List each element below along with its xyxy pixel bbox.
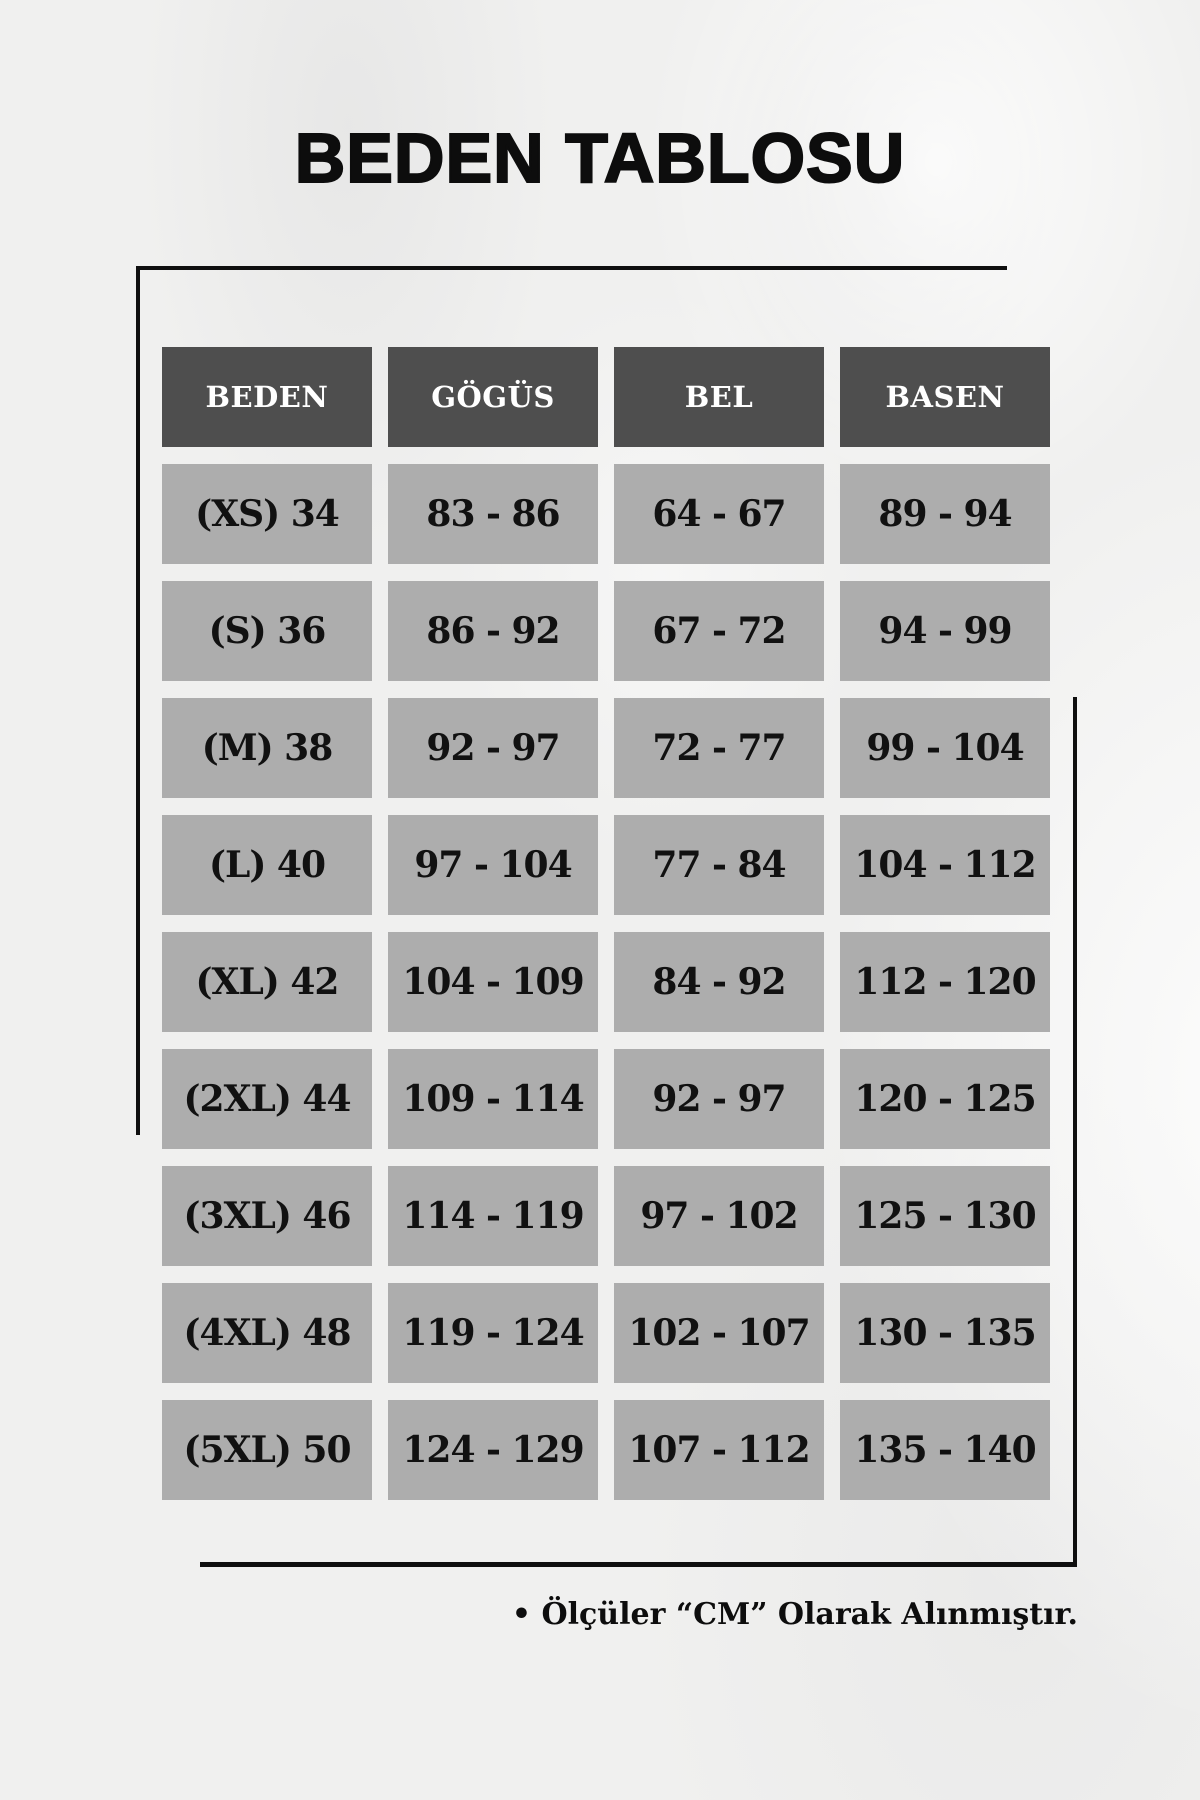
measurement-cell: 92 - 97: [388, 698, 598, 798]
measurement-cell: 86 - 92: [388, 581, 598, 681]
column-header: BEDEN: [162, 347, 372, 447]
size-cell: (XL) 42: [162, 932, 372, 1032]
page-title: BEDEN TABLOSU: [294, 118, 906, 198]
column-header: BEL: [614, 347, 824, 447]
measurement-cell: 89 - 94: [840, 464, 1050, 564]
measurement-cell: 72 - 77: [614, 698, 824, 798]
measurement-cell: 102 - 107: [614, 1283, 824, 1383]
measurement-unit-note: • Ölçüler “CM” Olarak Alınmıştır.: [511, 1597, 1078, 1632]
measurement-cell: 124 - 129: [388, 1400, 598, 1500]
measurement-cell: 104 - 109: [388, 932, 598, 1032]
measurement-cell: 107 - 112: [614, 1400, 824, 1500]
measurement-cell: 97 - 102: [614, 1166, 824, 1266]
measurement-cell: 130 - 135: [840, 1283, 1050, 1383]
size-cell: (M) 38: [162, 698, 372, 798]
measurement-cell: 104 - 112: [840, 815, 1050, 915]
measurement-cell: 94 - 99: [840, 581, 1050, 681]
column-header: BASEN: [840, 347, 1050, 447]
measurement-cell: 119 - 124: [388, 1283, 598, 1383]
measurement-cell: 120 - 125: [840, 1049, 1050, 1149]
measurement-cell: 77 - 84: [614, 815, 824, 915]
measurement-cell: 109 - 114: [388, 1049, 598, 1149]
measurement-cell: 83 - 86: [388, 464, 598, 564]
measurement-cell: 112 - 120: [840, 932, 1050, 1032]
column-header: GÖGÜS: [388, 347, 598, 447]
size-cell: (3XL) 46: [162, 1166, 372, 1266]
measurement-cell: 114 - 119: [388, 1166, 598, 1266]
measurement-cell: 135 - 140: [840, 1400, 1050, 1500]
decorative-frame-bottom-right: [200, 697, 1077, 1567]
size-table: BEDEN GÖGÜS BEL BASEN (XS) 34 83 - 86 64 - 67 8…: [162, 347, 1050, 1500]
measurement-cell: 67 - 72: [614, 581, 824, 681]
size-cell: (4XL) 48: [162, 1283, 372, 1383]
size-cell: (S) 36: [162, 581, 372, 681]
measurement-cell: 84 - 92: [614, 932, 824, 1032]
size-cell: (XS) 34: [162, 464, 372, 564]
size-cell: (L) 40: [162, 815, 372, 915]
measurement-cell: 92 - 97: [614, 1049, 824, 1149]
size-cell: (2XL) 44: [162, 1049, 372, 1149]
measurement-cell: 99 - 104: [840, 698, 1050, 798]
size-cell: (5XL) 50: [162, 1400, 372, 1500]
decorative-frame-top-left: [136, 266, 1007, 1135]
measurement-cell: 64 - 67: [614, 464, 824, 564]
measurement-cell: 125 - 130: [840, 1166, 1050, 1266]
measurement-cell: 97 - 104: [388, 815, 598, 915]
